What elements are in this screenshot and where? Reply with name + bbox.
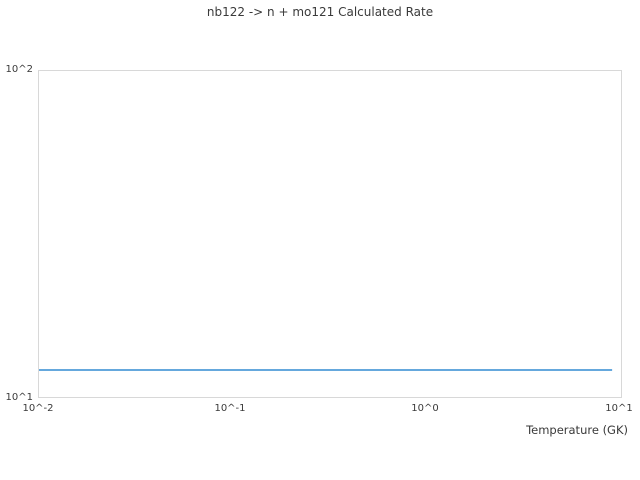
x-tick-label-0.01: 10^-2 bbox=[22, 403, 54, 414]
x-tick-label-10: 10^1 bbox=[605, 403, 633, 414]
chart-title: nb122 -> n + mo121 Calculated Rate bbox=[206, 5, 434, 19]
x-tick-label-0.1: 10^-1 bbox=[214, 403, 246, 414]
x-axis-label: Temperature (GK) bbox=[526, 423, 628, 437]
y-tick-label-10: 10^1 bbox=[5, 392, 33, 403]
y-tick-label-100: 10^2 bbox=[5, 64, 33, 75]
plot-area bbox=[38, 70, 622, 398]
rate-line-plot bbox=[39, 369, 613, 371]
x-tick-label-1: 10^0 bbox=[411, 403, 439, 414]
